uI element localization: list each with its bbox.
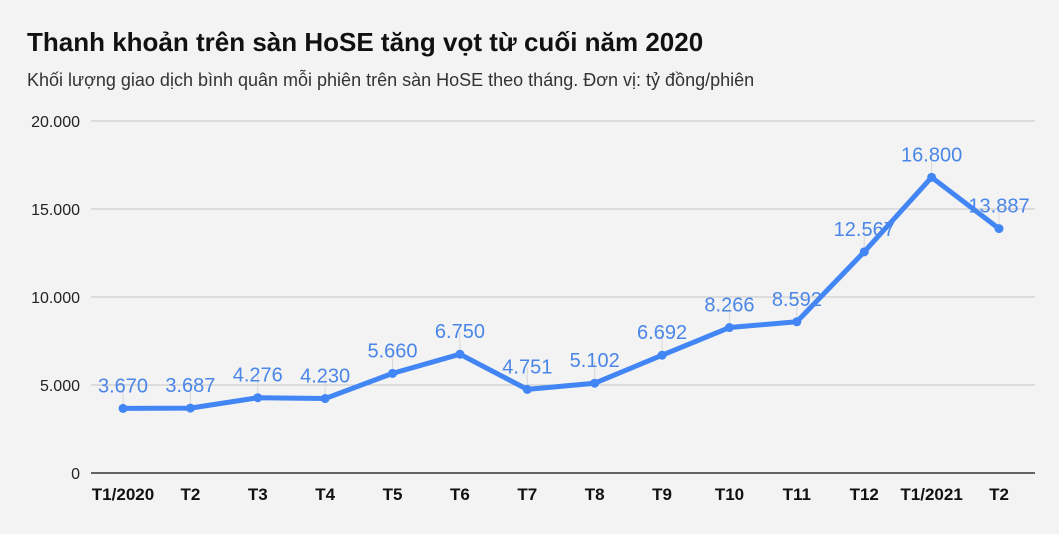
x-tick-label: T3 <box>248 485 268 504</box>
data-point <box>927 172 937 182</box>
chart-subtitle: Khối lượng giao dịch bình quân mỗi phiên… <box>27 70 755 90</box>
x-tick-label: T9 <box>652 485 672 504</box>
data-point <box>994 224 1004 234</box>
data-label: 6.692 <box>637 322 687 344</box>
data-point <box>320 394 330 404</box>
data-point <box>388 368 398 378</box>
data-label: 4.230 <box>300 366 350 388</box>
y-tick-label: 5.000 <box>40 378 80 395</box>
data-point <box>724 323 734 333</box>
x-tick-label: T1/2020 <box>92 485 154 504</box>
data-point <box>185 403 195 413</box>
data-label: 5.660 <box>368 340 418 362</box>
data-point <box>118 403 128 413</box>
data-label: 4.751 <box>502 356 552 378</box>
data-label: 16.800 <box>901 144 962 166</box>
data-point <box>657 350 667 360</box>
x-tick-label: T7 <box>517 485 537 504</box>
y-tick-label: 20.000 <box>31 114 80 131</box>
x-tick-label: T6 <box>450 485 470 504</box>
series-line <box>122 174 1001 411</box>
data-label: 5.102 <box>570 350 620 372</box>
data-label: 3.687 <box>165 375 215 397</box>
y-tick-label: 15.000 <box>31 202 80 219</box>
data-label: 3.670 <box>98 375 148 397</box>
x-tick-label: T2 <box>180 485 200 504</box>
data-label: 6.750 <box>435 321 485 343</box>
data-point <box>253 393 263 403</box>
data-point <box>455 349 465 359</box>
data-label: 8.592 <box>772 289 822 311</box>
y-tick-label: 0 <box>71 466 80 483</box>
data-label: 12.567 <box>834 219 895 241</box>
x-tick-label: T4 <box>315 485 335 504</box>
y-tick-label: 10.000 <box>31 290 80 307</box>
data-label: 13.887 <box>968 196 1029 218</box>
data-point <box>590 378 600 388</box>
x-tick-label: T11 <box>783 485 811 504</box>
data-point <box>859 247 869 257</box>
x-tick-label: T2 <box>989 485 1009 504</box>
chart-title: Thanh khoản trên sàn HoSE tăng vọt từ cu… <box>27 27 704 57</box>
x-tick-label: T8 <box>585 485 605 504</box>
x-tick-label: T1/2021 <box>900 485 962 504</box>
data-point <box>522 384 532 394</box>
x-tick-label: T12 <box>850 485 879 504</box>
data-label: 8.266 <box>704 295 754 317</box>
x-tick-label: T10 <box>715 485 744 504</box>
data-label: 4.276 <box>233 365 283 387</box>
x-tick-label: T5 <box>383 485 403 504</box>
data-point <box>792 317 802 327</box>
